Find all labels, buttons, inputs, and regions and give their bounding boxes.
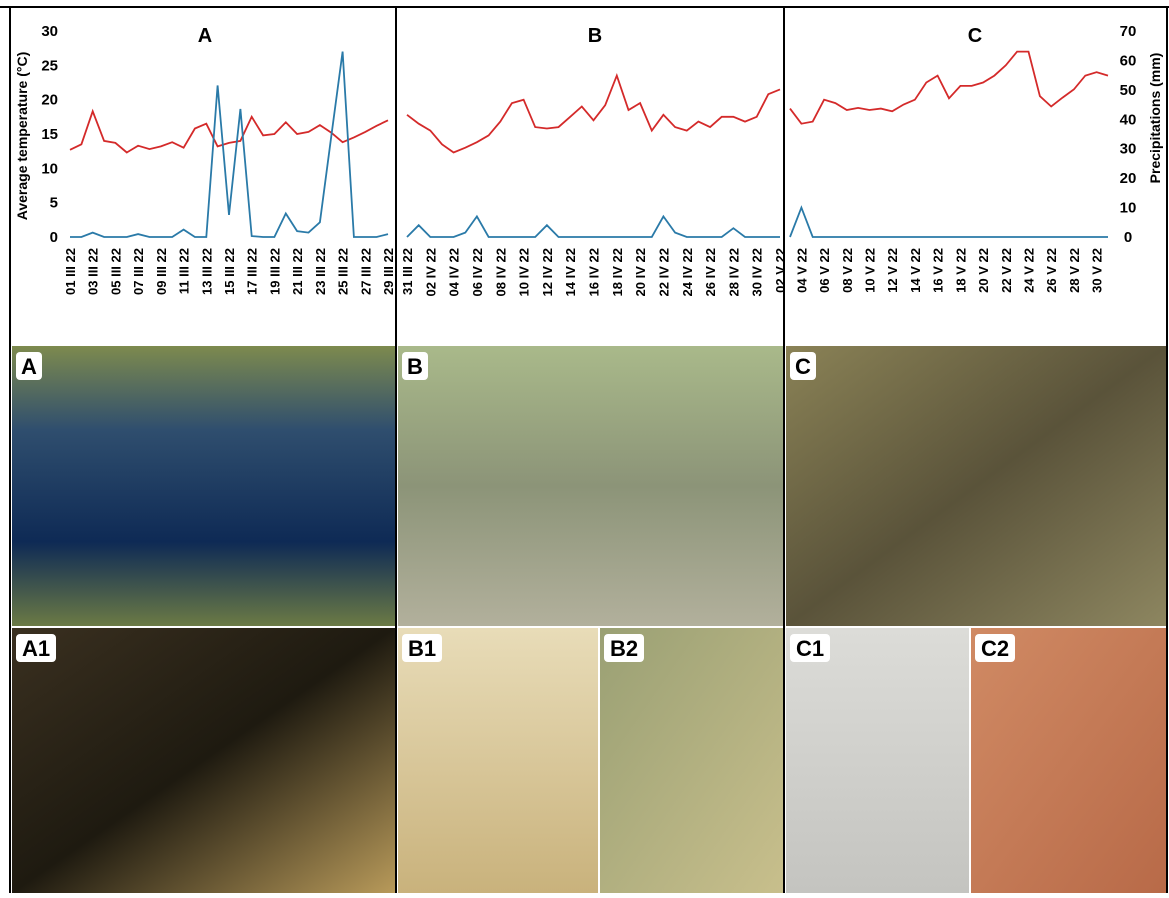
y2-tick-label: 20 (1120, 170, 1137, 187)
x-tick-label: 08 V 22 (840, 248, 855, 293)
x-tick-label: 13 III 22 (199, 248, 214, 295)
y-axis-title: Average temperature (°C) (14, 52, 30, 220)
photo (971, 628, 1166, 893)
x-tick-label: 23 III 22 (313, 248, 328, 295)
x-tick-label: 04 V 22 (794, 248, 809, 293)
x-tick-label: 02 V 22 (773, 248, 788, 293)
x-tick-label: 10 V 22 (863, 248, 878, 293)
data-line (790, 208, 1108, 237)
photo-label: C2 (981, 636, 1009, 661)
y-tick-label: 0 (50, 229, 58, 246)
x-tick-label: 28 V 22 (1067, 248, 1082, 293)
figure: A 01 III 22 03 III 22 05 III 22 07 III 22 09 … (0, 0, 1169, 893)
y2-tick-label: 70 (1120, 23, 1137, 40)
photo (12, 628, 395, 893)
x-tick-label: 19 III 22 (267, 248, 282, 295)
x-tick-label: 12 IV 22 (540, 248, 555, 296)
x-tick-label: 22 V 22 (999, 248, 1014, 293)
photo (786, 628, 969, 893)
x-tick-label: 05 III 22 (108, 248, 123, 295)
x-tick-label: 31 III 22 (400, 248, 415, 295)
x-tick-label: 24 V 22 (1022, 248, 1037, 293)
photo (398, 628, 598, 893)
photo (600, 628, 783, 893)
chart-title: C (968, 25, 982, 47)
chart-title: B (588, 25, 602, 47)
chart-title: A (198, 25, 212, 47)
x-tick-label: 24 IV 22 (680, 248, 695, 296)
y2-tick-label: 50 (1120, 82, 1137, 99)
x-tick-label: 30 IV 22 (750, 248, 765, 296)
x-tick-label: 01 III 22 (63, 248, 78, 295)
x-tick-label: 20 V 22 (976, 248, 991, 293)
y2-tick-label: 40 (1120, 111, 1137, 128)
y-tick-label: 20 (41, 92, 58, 109)
x-tick-label: 25 III 22 (336, 248, 351, 295)
photo (12, 346, 395, 626)
y-tick-label: 15 (41, 126, 58, 143)
x-tick-label: 26 IV 22 (703, 248, 718, 296)
x-tick-label: 21 III 22 (290, 248, 305, 295)
photo (398, 346, 783, 626)
x-tick-label: 16 V 22 (931, 248, 946, 293)
x-tick-label: 03 III 22 (86, 248, 101, 295)
x-tick-label: 02 IV 22 (423, 248, 438, 296)
x-tick-label: 06 V 22 (817, 248, 832, 293)
x-tick-label: 29 III 22 (381, 248, 396, 295)
y-tick-label: 10 (41, 160, 58, 177)
photo-label: A (21, 354, 37, 379)
y-tick-label: 30 (41, 23, 58, 40)
x-tick-label: 04 IV 22 (447, 248, 462, 296)
y2-tick-label: 60 (1120, 52, 1137, 69)
x-tick-label: 18 V 22 (953, 248, 968, 293)
x-tick-label: 30 V 22 (1090, 248, 1105, 293)
y2-axis-title: Precipitations (mm) (1147, 53, 1163, 184)
x-tick-label: 15 III 22 (222, 248, 237, 295)
photo-label: B2 (610, 636, 638, 661)
y-tick-label: 5 (50, 195, 58, 212)
x-tick-label: 17 III 22 (245, 248, 260, 295)
photo-label: B (407, 354, 423, 379)
x-tick-label: 20 IV 22 (633, 248, 648, 296)
photo-label: C (795, 354, 811, 379)
x-tick-label: 26 V 22 (1044, 248, 1059, 293)
photo-label: B1 (408, 636, 436, 661)
y2-tick-label: 30 (1120, 141, 1137, 158)
x-tick-label: 27 III 22 (358, 248, 373, 295)
x-tick-label: 08 IV 22 (493, 248, 508, 296)
x-tick-label: 11 III 22 (177, 248, 192, 294)
y2-tick-label: 10 (1120, 200, 1137, 217)
photo (786, 346, 1166, 626)
photo-label: A1 (22, 636, 50, 661)
data-line (70, 111, 388, 152)
data-line (407, 216, 780, 237)
data-line (790, 52, 1108, 124)
x-tick-label: 28 IV 22 (726, 248, 741, 296)
x-tick-label: 14 V 22 (908, 248, 923, 293)
data-line (407, 76, 780, 153)
y2-tick-label: 0 (1124, 229, 1132, 246)
x-tick-label: 12 V 22 (885, 248, 900, 293)
x-tick-label: 16 IV 22 (587, 248, 602, 296)
x-tick-label: 07 III 22 (131, 248, 146, 295)
x-tick-label: 06 IV 22 (470, 248, 485, 296)
y-tick-label: 25 (41, 57, 58, 74)
photo-label: C1 (796, 636, 824, 661)
x-tick-label: 18 IV 22 (610, 248, 625, 296)
x-tick-label: 14 IV 22 (563, 248, 578, 296)
x-tick-label: 10 IV 22 (517, 248, 532, 296)
x-tick-label: 22 IV 22 (656, 248, 671, 296)
x-tick-label: 09 III 22 (154, 248, 169, 295)
photos (12, 346, 1166, 893)
